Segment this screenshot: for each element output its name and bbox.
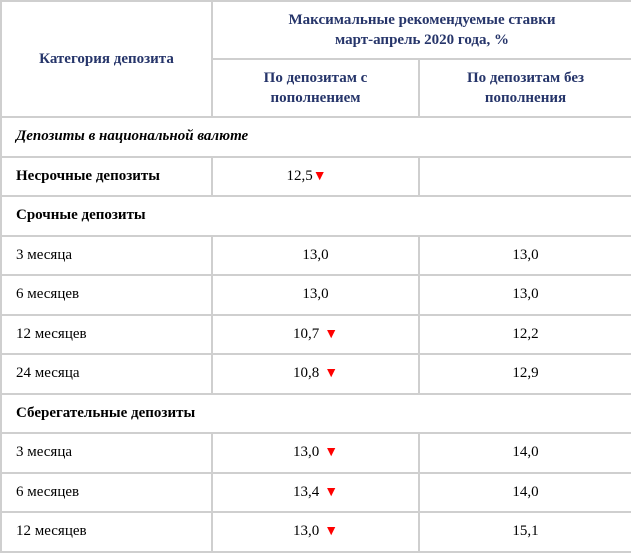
rate-with-replenishment-cell: 13,0 <box>211 234 420 276</box>
section-title: Срочные депозиты <box>0 195 631 237</box>
category-cell: 12 месяцев <box>0 511 213 553</box>
rate-without-replenishment-cell: 14,0 <box>417 432 631 474</box>
rate-with-replenishment-cell: 13,0 ▼ <box>211 432 420 474</box>
rate-without-replenishment-cell: 15,1 <box>417 511 631 553</box>
section-row: Сберегательные депозиты <box>0 392 631 434</box>
rate-with-replenishment-cell: 13,0 ▼ <box>211 511 420 553</box>
rate-without-replenishment-cell: 14,0 <box>417 471 631 513</box>
table-row: 12 месяцев 13,0 ▼ 15,1 <box>0 511 631 553</box>
category-cell: Несрочные депозиты <box>0 155 213 197</box>
rate-without-replenishment-cell <box>419 155 631 197</box>
down-arrow-icon: ▼ <box>324 366 339 382</box>
rate-with-replenishment-cell: 12,5▼ <box>211 155 420 197</box>
table-row: Несрочные депозиты 12,5▼ <box>0 155 631 197</box>
table-row: 24 месяца 10,8 ▼ 12,9 <box>0 353 631 395</box>
rate-without-replenishment-cell: 12,2 <box>417 313 631 355</box>
rate-without-replenishment-cell: 12,9 <box>417 353 631 395</box>
down-arrow-icon: ▼ <box>324 326 339 342</box>
rate-value: 13,0 <box>292 523 320 540</box>
rate-value: 10,8 <box>292 365 320 382</box>
section-title: Сберегательные депозиты <box>0 392 631 434</box>
rate-with-replenishment-cell: 10,8 ▼ <box>211 353 420 395</box>
down-arrow-icon: ▼ <box>324 445 339 461</box>
section-title: Депозиты в национальной валюте <box>0 116 631 158</box>
header-without-replenishment: По депозитам без пополнения <box>417 58 631 118</box>
rate-value: 13,0 <box>292 444 320 461</box>
table-row: 12 месяцев 10,7 ▼ 12,2 <box>0 313 631 355</box>
rate-value: 13,0 <box>302 246 329 263</box>
category-cell: 6 месяцев <box>0 274 213 316</box>
category-cell: 6 месяцев <box>0 471 213 513</box>
table-row: 6 месяцев 13,4 ▼ 14,0 <box>0 471 631 513</box>
rate-with-replenishment-cell: 13,0 <box>211 274 420 316</box>
category-cell: 3 месяца <box>0 432 213 474</box>
rate-with-replenishment-cell: 10,7 ▼ <box>211 313 420 355</box>
category-cell: 24 месяца <box>0 353 213 395</box>
rate-value: 13,4 <box>292 483 320 500</box>
table-row: 3 месяца 13,0 ▼ 14,0 <box>0 432 631 474</box>
rate-value: 10,7 <box>292 325 320 342</box>
table-row: 6 месяцев 13,0 13,0 <box>0 274 631 316</box>
down-arrow-icon: ▼ <box>324 484 339 500</box>
rate-value: 12,5 <box>286 167 313 184</box>
rate-value: 13,0 <box>302 286 329 303</box>
category-cell: 3 месяца <box>0 234 213 276</box>
down-arrow-icon: ▼ <box>324 524 339 540</box>
header-category: Категория депозита <box>0 0 213 118</box>
table-row: 3 месяца 13,0 13,0 <box>0 234 631 276</box>
table-body: Депозиты в национальной валюте Несрочные … <box>0 116 631 553</box>
down-arrow-icon: ▼ <box>312 168 327 184</box>
rate-without-replenishment-cell: 13,0 <box>417 274 631 316</box>
header-with-replenishment: По депозитам с пополнением <box>211 58 420 118</box>
section-row: Срочные депозиты <box>0 195 631 237</box>
section-row: Депозиты в национальной валюте <box>0 116 631 158</box>
category-cell: 12 месяцев <box>0 313 213 355</box>
header-max-rates: Максимальные рекомендуемые ставки март-а… <box>210 0 631 60</box>
rate-with-replenishment-cell: 13,4 ▼ <box>211 471 420 513</box>
rate-without-replenishment-cell: 13,0 <box>417 234 631 276</box>
